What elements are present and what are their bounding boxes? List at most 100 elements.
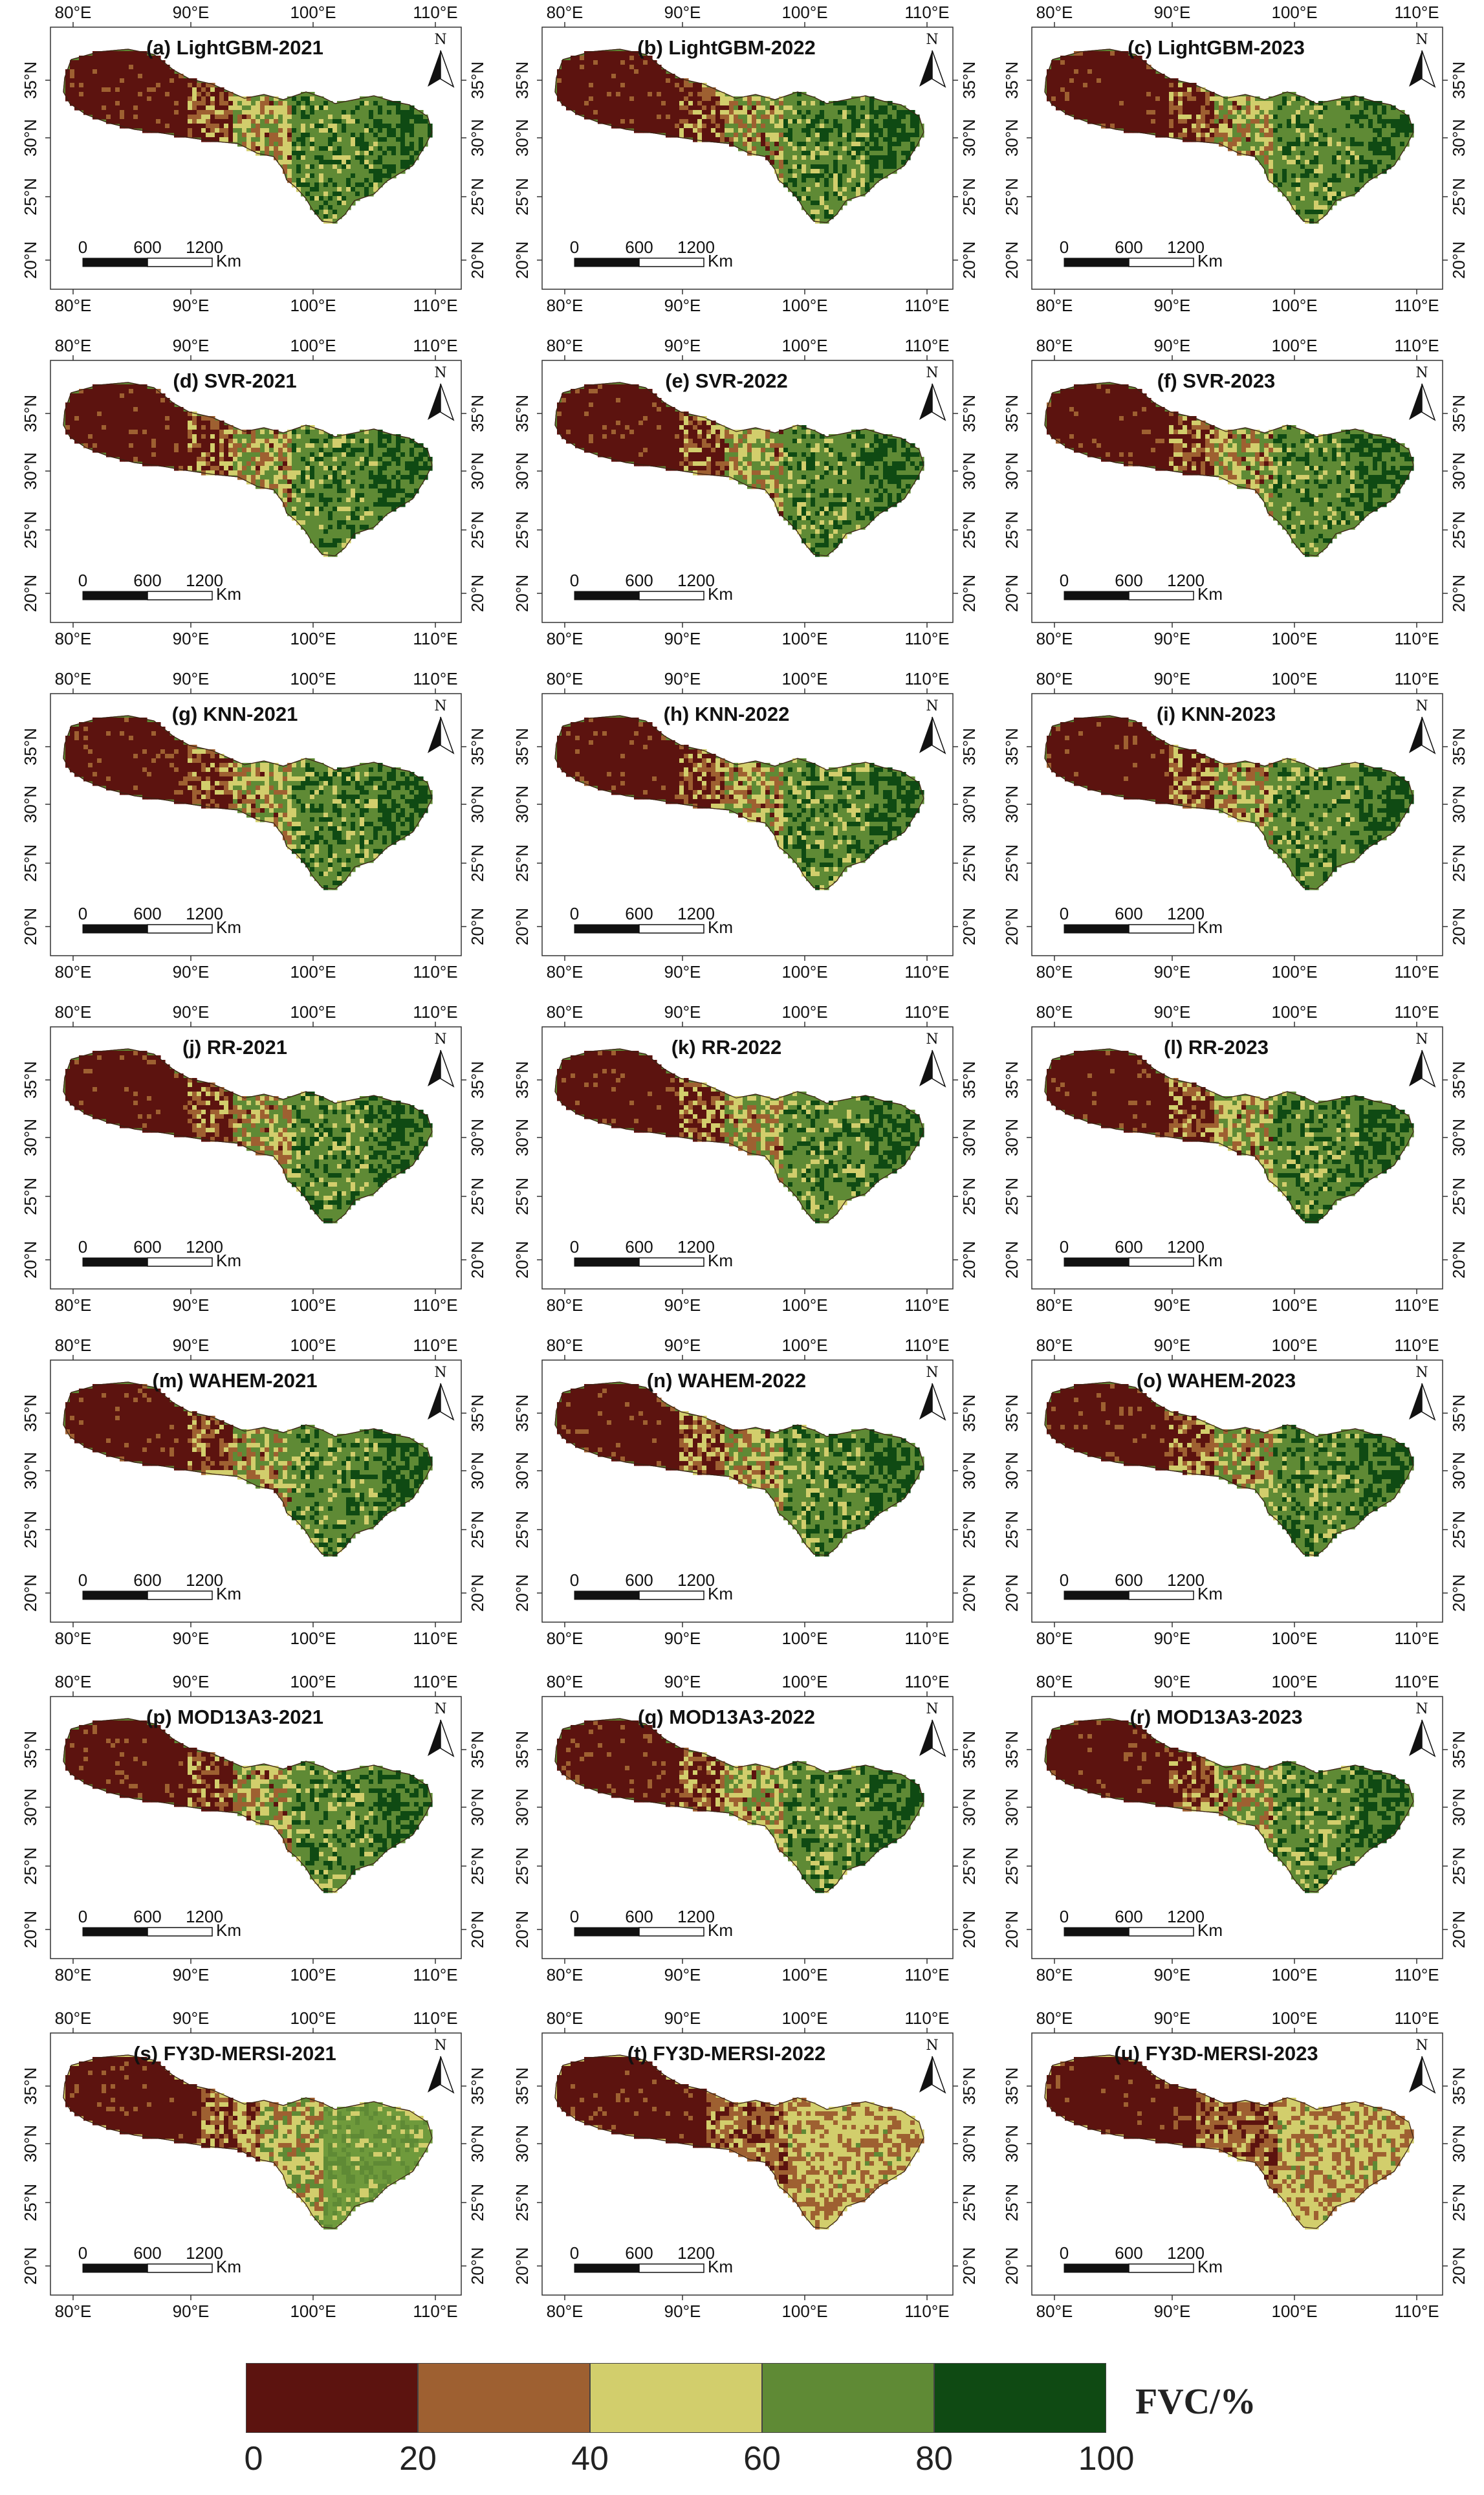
scale-unit: Km bbox=[708, 918, 733, 937]
north-arrow-icon: N bbox=[919, 2038, 946, 2094]
north-arrow-icon: N bbox=[428, 32, 455, 88]
lat-label-left: 35°N bbox=[1002, 728, 1021, 765]
lat-label-left: 35°N bbox=[512, 395, 532, 432]
lon-label-bottom: 80°E bbox=[55, 296, 92, 315]
lat-label-right: 25°N bbox=[468, 178, 487, 215]
lon-label-top: 100°E bbox=[781, 2008, 827, 2028]
panel-title: (h) KNN-2022 bbox=[664, 703, 790, 725]
lat-label-right: 25°N bbox=[1449, 1511, 1468, 1548]
lon-label-top: 90°E bbox=[1154, 1002, 1191, 1022]
fvc-map: 80°E 80°E 90°E 90°E 100°E 100°E 110°E 110°E 35°N… bbox=[1002, 336, 1468, 648]
lat-label-right: 30°N bbox=[468, 1119, 487, 1156]
lon-label-bottom: 90°E bbox=[1154, 296, 1191, 315]
scale-label: 0 bbox=[78, 237, 87, 257]
lon-label-top: 110°E bbox=[1394, 669, 1439, 688]
north-arrow-icon: N bbox=[1409, 1365, 1436, 1421]
lat-label-left: 25°N bbox=[512, 511, 532, 549]
lat-label-left: 20°N bbox=[1002, 1911, 1021, 1948]
scale-label: 600 bbox=[1115, 1907, 1142, 1926]
lon-label-top: 90°E bbox=[173, 336, 210, 355]
lon-label-bottom: 110°E bbox=[904, 962, 949, 982]
lon-label-bottom: 110°E bbox=[413, 1629, 457, 1648]
fvc-map: 80°E 80°E 90°E 90°E 100°E 100°E 110°E 110°E 35°N… bbox=[21, 3, 487, 315]
lon-label-bottom: 100°E bbox=[290, 1629, 336, 1648]
lon-label-bottom: 80°E bbox=[547, 2302, 584, 2321]
fvc-raster bbox=[554, 1381, 924, 1557]
lat-label-left: 25°N bbox=[1002, 1178, 1021, 1215]
lon-label-bottom: 110°E bbox=[413, 2302, 457, 2321]
lat-label-left: 25°N bbox=[21, 1511, 40, 1548]
lon-label-top: 90°E bbox=[173, 1002, 210, 1022]
lat-label-left: 20°N bbox=[512, 575, 532, 612]
scale-label: 1200 bbox=[677, 1907, 715, 1926]
lat-label-left: 30°N bbox=[512, 452, 532, 490]
lat-label-left: 30°N bbox=[21, 786, 40, 823]
lat-label-left: 25°N bbox=[512, 1847, 532, 1885]
lat-label-right: 25°N bbox=[468, 1178, 487, 1215]
lon-label-top: 90°E bbox=[173, 1335, 210, 1355]
lon-label-bottom: 100°E bbox=[1271, 962, 1317, 982]
lon-label-bottom: 100°E bbox=[781, 1295, 827, 1315]
lon-label-bottom: 100°E bbox=[290, 962, 336, 982]
north-arrow-icon: N bbox=[919, 365, 946, 421]
scale-label: 0 bbox=[570, 1907, 579, 1926]
scale-label: 0 bbox=[570, 571, 579, 590]
lat-label-left: 20°N bbox=[1002, 1241, 1021, 1279]
scale-label: 600 bbox=[1115, 571, 1142, 590]
lon-label-top: 80°E bbox=[55, 2008, 92, 2028]
lat-label-left: 35°N bbox=[21, 2067, 40, 2105]
scale-label: 0 bbox=[570, 1570, 579, 1590]
lon-label-bottom: 90°E bbox=[173, 1295, 210, 1315]
scale-label: 1200 bbox=[677, 571, 715, 590]
lat-label-right: 20°N bbox=[1449, 908, 1468, 945]
lat-label-left: 35°N bbox=[1002, 1394, 1021, 1432]
lon-label-bottom: 90°E bbox=[173, 1965, 210, 1984]
scale-unit: Km bbox=[1197, 1584, 1223, 1603]
scale-unit: Km bbox=[216, 918, 241, 937]
fvc-map: 80°E 80°E 90°E 90°E 100°E 100°E 110°E 110°E 35°N… bbox=[1002, 3, 1468, 315]
fvc-map: 80°E 80°E 90°E 90°E 100°E 100°E 110°E 110°E 35°N… bbox=[21, 2008, 487, 2321]
lon-label-top: 100°E bbox=[781, 336, 827, 355]
lon-label-top: 100°E bbox=[290, 1335, 336, 1355]
lon-label-top: 80°E bbox=[1036, 669, 1073, 688]
lat-label-right: 20°N bbox=[959, 1911, 979, 1948]
legend-class-80-100 bbox=[934, 2363, 1106, 2433]
north-arrow-icon: N bbox=[1409, 32, 1436, 88]
lat-label-left: 20°N bbox=[1002, 2247, 1021, 2285]
lat-label-left: 20°N bbox=[21, 1574, 40, 1612]
panel-title: (b) LightGBM-2022 bbox=[637, 36, 816, 59]
fvc-map: 80°E 80°E 90°E 90°E 100°E 100°E 110°E 110°E 35°N… bbox=[1002, 669, 1468, 982]
lon-label-bottom: 80°E bbox=[547, 962, 584, 982]
lon-label-top: 90°E bbox=[173, 1672, 210, 1691]
lon-label-bottom: 90°E bbox=[1154, 962, 1191, 982]
north-label: N bbox=[926, 2038, 938, 2054]
lat-label-right: 30°N bbox=[1449, 452, 1468, 490]
lat-label-left: 20°N bbox=[21, 575, 40, 612]
lat-label-right: 35°N bbox=[959, 2067, 979, 2105]
lat-label-left: 30°N bbox=[21, 2125, 40, 2162]
lat-label-right: 20°N bbox=[468, 241, 487, 279]
lon-label-bottom: 90°E bbox=[664, 296, 701, 315]
lon-label-bottom: 80°E bbox=[55, 2302, 92, 2321]
fvc-raster bbox=[1044, 1048, 1414, 1224]
scale-label: 600 bbox=[625, 571, 653, 590]
lat-label-right: 30°N bbox=[959, 1788, 979, 1826]
lat-label-right: 30°N bbox=[1449, 1452, 1468, 1489]
north-label: N bbox=[1415, 1701, 1428, 1717]
north-arrow-icon: N bbox=[919, 1701, 946, 1757]
scale-label: 1200 bbox=[677, 1570, 715, 1590]
lat-label-left: 30°N bbox=[21, 452, 40, 490]
scale-label: 0 bbox=[1060, 1237, 1069, 1257]
lat-label-right: 20°N bbox=[959, 2247, 979, 2285]
lon-label-top: 110°E bbox=[413, 1672, 457, 1691]
lon-label-bottom: 100°E bbox=[290, 296, 336, 315]
map-panel: 80°E 80°E 90°E 90°E 100°E 100°E 110°E 110°E 35°N… bbox=[492, 2006, 979, 2342]
scale-label: 600 bbox=[625, 1237, 653, 1257]
lat-label-right: 20°N bbox=[468, 575, 487, 612]
lat-label-left: 35°N bbox=[21, 395, 40, 432]
lon-label-bottom: 90°E bbox=[173, 296, 210, 315]
